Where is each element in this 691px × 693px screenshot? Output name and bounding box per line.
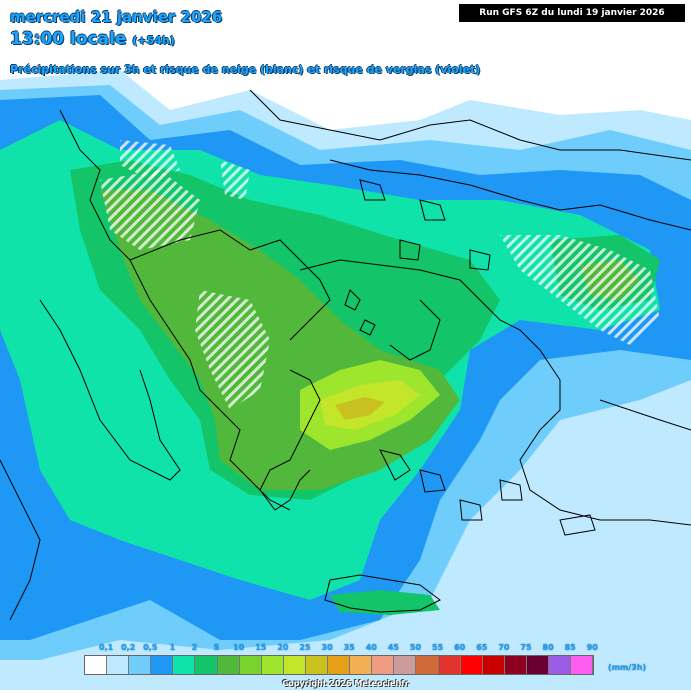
precip-ochre (335, 397, 385, 420)
legend-label: 35 (343, 643, 355, 652)
legend-swatch (394, 656, 417, 674)
snow-risk-central (195, 290, 270, 410)
legend-swatch (504, 656, 527, 674)
map-subtitle: Précipitations sur 3h et risque de neige… (10, 63, 481, 76)
legend-label: 55 (432, 643, 444, 652)
legend-labels: 0,1 0,2 0,5 1 2 5 10 15 20 25 30 35 40 45 50 55 60 65 70 75… (84, 643, 644, 655)
legend-swatch (372, 656, 395, 674)
legend-label: 0,5 (143, 643, 158, 652)
legend-swatch (482, 656, 505, 674)
legend-label: 2 (191, 643, 198, 652)
model-run-label: Run GFS 6Z du lundi 19 janvier 2026 (459, 4, 685, 22)
legend-swatch (85, 656, 108, 674)
legend-label: 10 (233, 643, 245, 652)
forecast-time-value: 13:00 locale (10, 29, 127, 49)
legend-swatch (261, 656, 284, 674)
legend-label: 0,2 (121, 643, 136, 652)
precipitation-legend: 0,1 0,2 0,5 1 2 5 10 15 20 25 30 35 40 45 50 55 60 65 70 75… (84, 643, 644, 675)
snow-risk-east (500, 235, 660, 345)
legend-label: 65 (476, 643, 488, 652)
legend-label: 15 (255, 643, 267, 652)
copyright-notice: Copyright 2026 Meteociel.fr (282, 679, 409, 688)
legend-label: 70 (498, 643, 510, 652)
snow-risk-north (120, 140, 180, 180)
legend-label: 25 (299, 643, 311, 652)
legend-unit: (mm/3h) (608, 663, 647, 672)
legend-swatch (438, 656, 461, 674)
legend-label: 0,1 (99, 643, 114, 652)
legend-label: 90 (586, 643, 598, 652)
forecast-time: 13:00 locale (+54h) (10, 29, 175, 49)
legend-swatch (548, 656, 572, 674)
legend-swatch (305, 656, 329, 674)
legend-label: 85 (564, 643, 576, 652)
legend-label: 75 (520, 643, 532, 652)
legend-swatch (151, 656, 174, 674)
legend-swatch (239, 656, 262, 674)
legend-label: 40 (365, 643, 377, 652)
legend-swatch (217, 656, 240, 674)
legend-swatch (129, 656, 152, 674)
legend-label: 20 (277, 643, 289, 652)
legend-label: 5 (213, 643, 220, 652)
snow-risk-west (100, 170, 200, 250)
legend-label: 60 (454, 643, 466, 652)
legend-swatch (350, 656, 373, 674)
legend-swatch (416, 656, 439, 674)
legend-swatch (173, 656, 196, 674)
borders (0, 89, 691, 621)
legend-label: 80 (542, 643, 554, 652)
legend-label: 45 (387, 643, 399, 652)
legend-swatch (526, 656, 549, 674)
legend-swatch (571, 656, 594, 674)
legend-swatch (460, 656, 483, 674)
forecast-lead-time: (+54h) (132, 34, 175, 47)
snow-risk-balkan (220, 160, 250, 200)
forecast-date: mercredi 21 janvier 2026 (10, 8, 223, 26)
legend-label: 1 (169, 643, 176, 652)
legend-swatch (195, 656, 218, 674)
legend-label: 50 (409, 643, 422, 652)
legend-label: 30 (321, 643, 333, 652)
legend-swatch (328, 656, 351, 674)
legend-color-bar (84, 655, 595, 675)
legend-swatch (107, 656, 130, 674)
legend-swatch (283, 656, 306, 674)
